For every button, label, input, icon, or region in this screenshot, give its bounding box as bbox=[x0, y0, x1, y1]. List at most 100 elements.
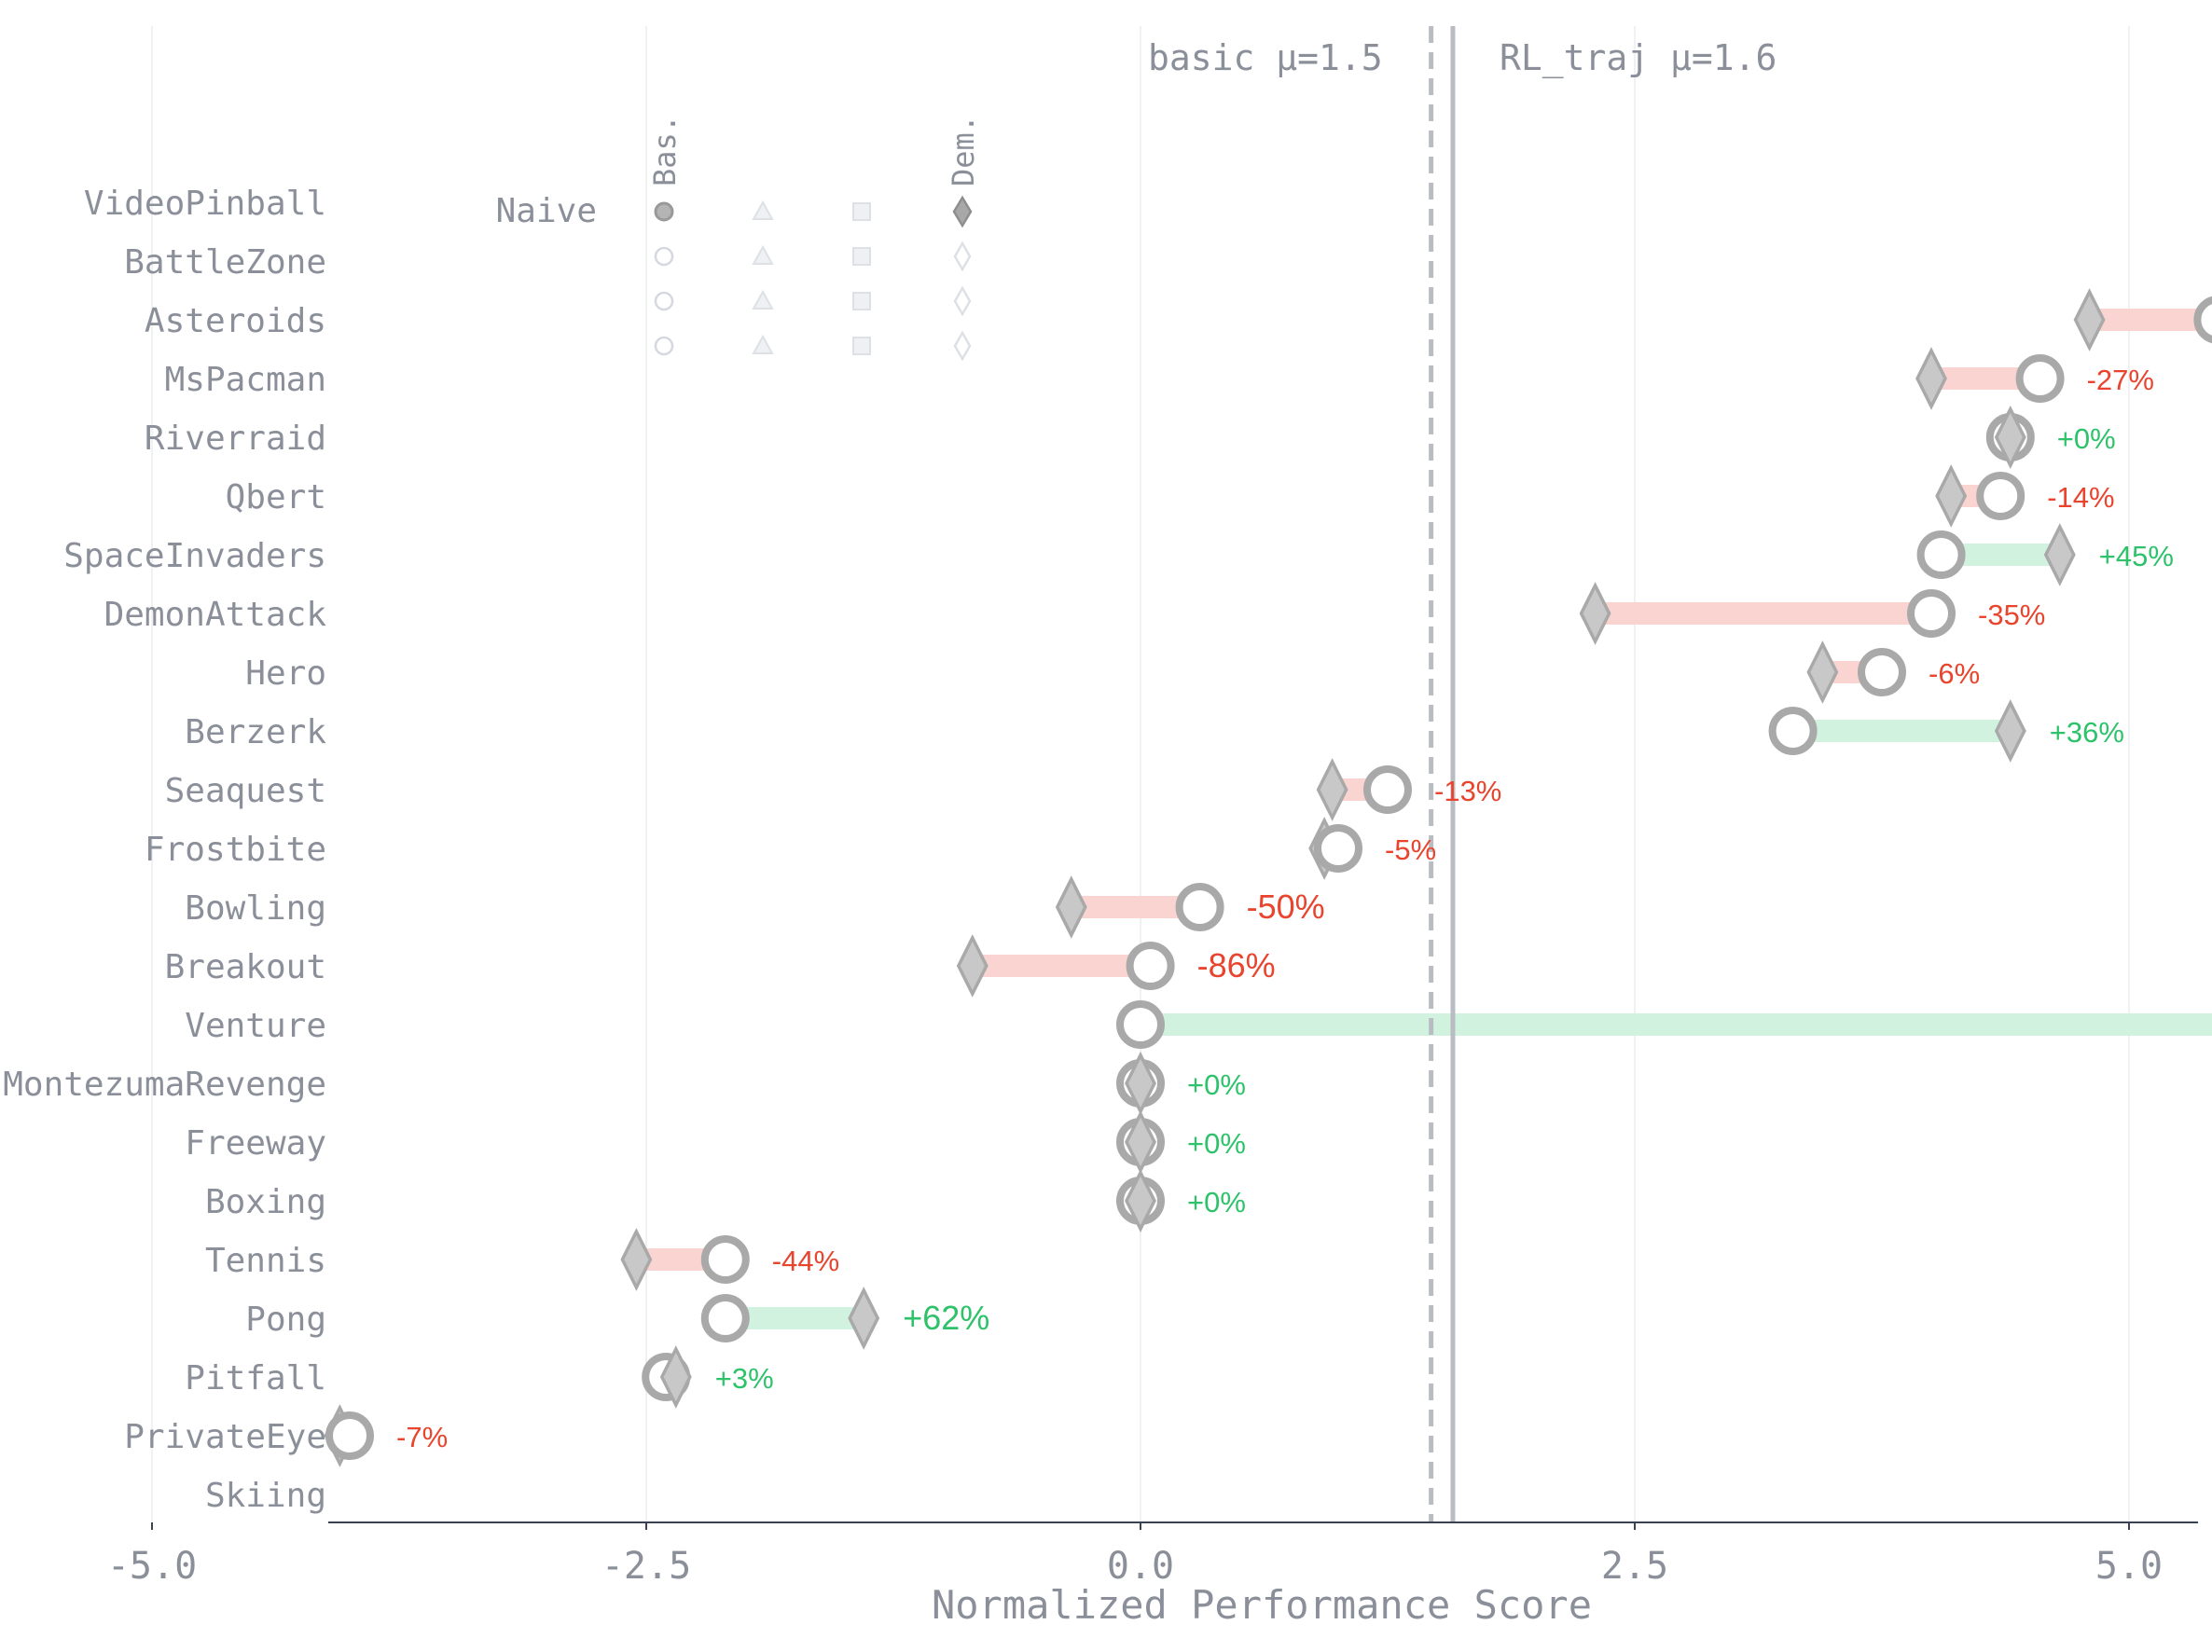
legend-circle-marker bbox=[654, 201, 674, 222]
game-label: BattleZone bbox=[124, 243, 326, 282]
change-label: -13% bbox=[1434, 775, 1501, 807]
rl-traj-marker bbox=[1316, 758, 1348, 821]
rl-traj-marker bbox=[2073, 288, 2106, 351]
game-label: Pong bbox=[245, 1301, 326, 1339]
change-bar bbox=[1595, 602, 1931, 625]
change-bar bbox=[2089, 309, 2212, 331]
change-label: -44% bbox=[772, 1245, 839, 1277]
rl-traj-marker bbox=[659, 1345, 692, 1409]
game-label: Riverraid bbox=[145, 420, 326, 458]
legend-triangle-marker bbox=[752, 244, 774, 265]
game-label: Tennis bbox=[205, 1242, 326, 1280]
x-tick-label: -5.0 bbox=[107, 1545, 197, 1588]
change-label: -35% bbox=[1978, 599, 2045, 631]
legend-circle-marker bbox=[654, 246, 674, 267]
change-label: -5% bbox=[1385, 833, 1436, 866]
rl-traj-marker bbox=[1125, 1169, 1156, 1232]
change-label: -7% bbox=[396, 1421, 448, 1453]
game-label: VideoPinball bbox=[84, 185, 326, 223]
legend-square-marker bbox=[852, 202, 871, 221]
basic-marker bbox=[1916, 530, 1966, 579]
rl-traj-marker bbox=[1915, 347, 1947, 410]
legend-column-label-bas: Bas. bbox=[647, 115, 683, 186]
game-label: MontezumaRevenge bbox=[3, 1066, 326, 1104]
legend-triangle-marker bbox=[752, 334, 774, 354]
basic-marker bbox=[1126, 942, 1175, 990]
change-label: +62% bbox=[903, 1299, 989, 1337]
game-label: Asteroids bbox=[145, 302, 326, 340]
change-label: -86% bbox=[1197, 946, 1276, 984]
rl-traj-marker bbox=[620, 1228, 653, 1291]
mean-label-rl-traj: RL_traj μ=1.6 bbox=[1500, 37, 1777, 79]
grid-lines bbox=[151, 26, 2130, 1522]
legend-circle-marker bbox=[654, 336, 674, 356]
change-label: -14% bbox=[2047, 481, 2114, 514]
basic-marker bbox=[1858, 648, 1906, 696]
x-tick-label: 5.0 bbox=[2095, 1545, 2163, 1588]
basic-marker bbox=[1768, 707, 1818, 755]
x-tick-label: 0.0 bbox=[1107, 1545, 1174, 1588]
game-label: Seaquest bbox=[165, 772, 326, 810]
change-label: +3% bbox=[715, 1362, 774, 1395]
basic-marker bbox=[1116, 1000, 1165, 1049]
game-label: Frostbite bbox=[145, 831, 326, 869]
rl-traj-marker bbox=[1806, 640, 1839, 704]
rl-traj-marker bbox=[1994, 406, 2026, 469]
legend-triangle-marker bbox=[752, 200, 774, 220]
x-tick-label: 2.5 bbox=[1601, 1545, 1668, 1588]
legend-markers bbox=[654, 195, 973, 362]
basic-marker bbox=[2193, 296, 2212, 344]
change-bar bbox=[972, 955, 1151, 977]
change-label: +45% bbox=[2099, 540, 2174, 572]
game-label: Boxing bbox=[205, 1183, 326, 1221]
legend-circle-marker bbox=[654, 291, 674, 311]
change-bars bbox=[339, 309, 2212, 1447]
legend-diamond-marker bbox=[953, 241, 972, 272]
game-label: PrivateEye bbox=[124, 1418, 326, 1456]
game-label: Qbert bbox=[226, 478, 326, 516]
basic-marker bbox=[1175, 883, 1224, 931]
game-label: Breakout bbox=[165, 948, 326, 986]
game-label: Bowling bbox=[185, 889, 326, 928]
basic-marker bbox=[1907, 589, 1956, 638]
game-label: Venture bbox=[185, 1007, 326, 1045]
game-label: Skiing bbox=[205, 1477, 326, 1515]
mean-lines: basic μ=1.5 RL_traj μ=1.6 bbox=[1148, 26, 1777, 1522]
change-label: +36% bbox=[2050, 716, 2124, 749]
change-label: -27% bbox=[2087, 364, 2154, 396]
legend: Naive Bas. Dem. bbox=[496, 115, 981, 362]
legend-square-marker bbox=[852, 292, 871, 310]
basic-marker bbox=[1363, 765, 1412, 814]
x-tick-label: -2.5 bbox=[601, 1545, 691, 1588]
change-bar bbox=[1141, 1013, 2212, 1036]
change-label: -50% bbox=[1247, 888, 1325, 926]
legend-square-marker bbox=[852, 337, 871, 355]
game-label: MsPacman bbox=[165, 361, 326, 399]
mean-label-basic: basic μ=1.5 bbox=[1148, 37, 1383, 78]
data-markers bbox=[324, 288, 2212, 1467]
legend-square-marker bbox=[852, 247, 871, 266]
basic-marker bbox=[2015, 354, 2065, 403]
change-label: +0% bbox=[1187, 1186, 1246, 1218]
legend-triangle-marker bbox=[752, 289, 774, 310]
labels: VideoPinball-34%BattleZone+25%Asteroids-… bbox=[3, 185, 2174, 1515]
rl-traj-marker bbox=[2043, 523, 2076, 586]
x-axis: Normalized Performance Score -7.5-5.0-2.… bbox=[107, 1521, 2198, 1628]
rl-traj-marker bbox=[1994, 699, 2026, 763]
rl-traj-marker bbox=[1055, 875, 1087, 939]
basic-marker bbox=[700, 1294, 750, 1342]
legend-column-label-dem: Dem. bbox=[946, 115, 981, 186]
game-label: Freeway bbox=[185, 1124, 326, 1163]
game-label: SpaceInvaders bbox=[63, 537, 326, 575]
change-bar bbox=[1792, 720, 2011, 742]
basic-marker bbox=[325, 1411, 374, 1460]
rl-traj-marker bbox=[1579, 582, 1611, 645]
rl-traj-marker bbox=[956, 934, 988, 998]
change-label: +0% bbox=[1187, 1127, 1246, 1160]
change-label: +0% bbox=[1187, 1068, 1246, 1101]
game-label: Pitfall bbox=[185, 1359, 326, 1397]
game-label: Hero bbox=[245, 654, 326, 693]
basic-marker bbox=[700, 1235, 750, 1284]
